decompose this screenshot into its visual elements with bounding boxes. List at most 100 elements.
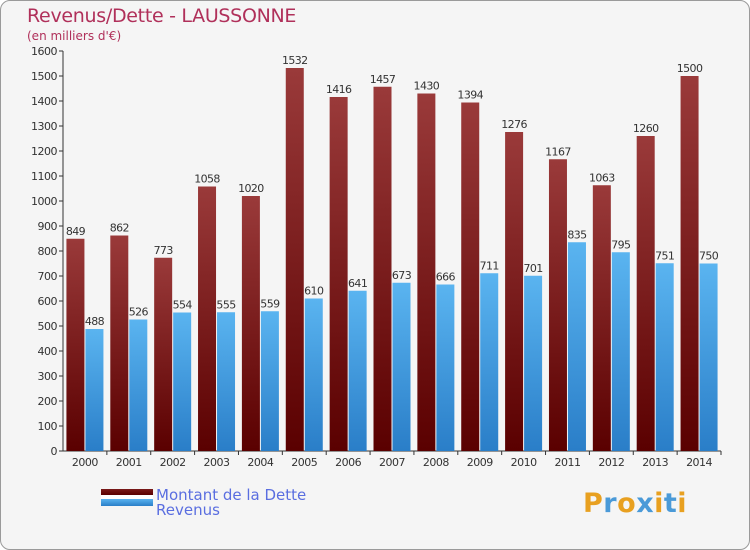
data-label-debt-2002: 773 bbox=[154, 244, 174, 257]
bar-debt-2013 bbox=[636, 136, 655, 451]
data-label-revenue-2008: 666 bbox=[436, 271, 456, 284]
bar-revenue-2007 bbox=[392, 282, 411, 451]
bar-debt-2002 bbox=[154, 257, 173, 451]
y-tick-label: 300 bbox=[38, 370, 58, 383]
bar-revenue-2006 bbox=[348, 290, 367, 451]
bar-debt-2008 bbox=[417, 93, 436, 451]
legend-label-revenue: Revenus bbox=[156, 501, 220, 519]
x-tick-label: 2006 bbox=[335, 456, 361, 469]
y-tick-label: 900 bbox=[38, 220, 58, 233]
y-tick-label: 200 bbox=[38, 395, 58, 408]
data-label-debt-2014: 1500 bbox=[677, 62, 703, 75]
logo-letter: x bbox=[636, 488, 655, 519]
y-tick-label: 600 bbox=[38, 295, 58, 308]
data-label-revenue-2002: 554 bbox=[173, 299, 193, 312]
proxiti-logo[interactable]: Proxiti bbox=[583, 488, 687, 519]
bar-debt-2007 bbox=[373, 86, 392, 451]
data-label-revenue-2000: 488 bbox=[85, 315, 105, 328]
x-tick-label: 2003 bbox=[204, 456, 230, 469]
bar-revenue-2010 bbox=[524, 275, 543, 451]
bar-revenue-2004 bbox=[260, 311, 279, 451]
y-tick-label: 1500 bbox=[31, 70, 57, 83]
data-label-debt-2001: 862 bbox=[110, 222, 129, 235]
data-label-debt-2005: 1532 bbox=[282, 54, 308, 67]
data-label-debt-2003: 1058 bbox=[194, 173, 220, 186]
data-label-debt-2004: 1020 bbox=[238, 182, 264, 195]
bar-revenue-2008 bbox=[436, 284, 455, 451]
data-label-revenue-2006: 641 bbox=[348, 277, 367, 290]
bar-debt-2003 bbox=[198, 186, 217, 451]
bar-revenue-2012 bbox=[611, 252, 630, 451]
bar-debt-2006 bbox=[329, 97, 348, 451]
x-tick-label: 2012 bbox=[598, 456, 624, 469]
bar-revenue-2001 bbox=[129, 319, 148, 451]
y-tick-label: 1100 bbox=[31, 170, 57, 183]
bar-debt-2000 bbox=[66, 238, 85, 451]
data-label-revenue-2012: 795 bbox=[611, 238, 631, 251]
data-label-debt-2007: 1457 bbox=[370, 73, 396, 86]
x-tick-label: 2009 bbox=[467, 456, 493, 469]
bar-debt-2010 bbox=[505, 132, 524, 451]
bar-debt-2014 bbox=[680, 76, 699, 451]
bar-revenue-2005 bbox=[304, 298, 323, 451]
legend-swatch-revenue bbox=[101, 499, 153, 506]
data-label-debt-2010: 1276 bbox=[501, 118, 527, 131]
data-label-debt-2009: 1394 bbox=[457, 89, 483, 102]
bar-revenue-2000 bbox=[85, 329, 104, 451]
data-label-revenue-2011: 835 bbox=[567, 228, 587, 241]
x-tick-label: 2002 bbox=[160, 456, 186, 469]
y-tick-label: 800 bbox=[38, 245, 58, 258]
data-label-revenue-2007: 673 bbox=[392, 269, 412, 282]
y-tick-label: 400 bbox=[38, 345, 58, 358]
bar-debt-2004 bbox=[241, 196, 260, 451]
bar-debt-2011 bbox=[548, 159, 567, 451]
x-tick-label: 2000 bbox=[72, 456, 98, 469]
y-tick-label: 1600 bbox=[31, 45, 57, 58]
y-tick-label: 0 bbox=[51, 445, 58, 458]
data-label-debt-2006: 1416 bbox=[326, 83, 352, 96]
bar-revenue-2009 bbox=[480, 273, 499, 451]
bar-revenue-2003 bbox=[217, 312, 236, 451]
data-label-debt-2011: 1167 bbox=[545, 145, 571, 158]
logo-letter: r bbox=[603, 488, 618, 519]
bar-debt-2009 bbox=[461, 102, 480, 451]
x-tick-label: 2008 bbox=[423, 456, 449, 469]
logo-letter: t bbox=[663, 488, 678, 519]
data-label-revenue-2010: 701 bbox=[523, 262, 542, 275]
data-label-revenue-2013: 751 bbox=[655, 249, 674, 262]
legend-swatch-gap bbox=[101, 495, 153, 499]
bar-revenue-2014 bbox=[699, 263, 718, 451]
data-label-debt-2008: 1430 bbox=[414, 80, 440, 93]
unit-label: (en milliers d'€) bbox=[27, 29, 122, 43]
y-tick-label: 1400 bbox=[31, 95, 57, 108]
bar-revenue-2011 bbox=[567, 242, 586, 451]
x-tick-label: 2005 bbox=[291, 456, 317, 469]
data-label-debt-2012: 1063 bbox=[589, 171, 615, 184]
logo-letter: o bbox=[617, 488, 637, 519]
data-label-revenue-2003: 555 bbox=[216, 298, 236, 311]
data-label-revenue-2014: 750 bbox=[699, 250, 719, 263]
data-label-revenue-2005: 610 bbox=[304, 285, 324, 298]
y-tick-label: 700 bbox=[38, 270, 58, 283]
x-tick-label: 2014 bbox=[686, 456, 712, 469]
bar-debt-2001 bbox=[110, 235, 129, 451]
y-tick-label: 100 bbox=[38, 420, 58, 433]
y-tick-label: 1000 bbox=[31, 195, 57, 208]
x-tick-label: 2004 bbox=[247, 456, 273, 469]
x-tick-label: 2007 bbox=[379, 456, 405, 469]
x-tick-label: 2013 bbox=[642, 456, 668, 469]
data-label-revenue-2004: 559 bbox=[260, 297, 280, 310]
bar-debt-2012 bbox=[592, 185, 611, 451]
x-tick-label: 2001 bbox=[116, 456, 142, 469]
data-label-debt-2013: 1260 bbox=[633, 122, 659, 135]
x-tick-label: 2010 bbox=[511, 456, 537, 469]
logo-letter: P bbox=[583, 488, 604, 519]
bar-debt-2005 bbox=[285, 68, 304, 451]
y-tick-label: 1300 bbox=[31, 120, 57, 133]
legend-label-debt: Montant de la Dette bbox=[156, 486, 307, 504]
logo-letter: i bbox=[677, 488, 688, 519]
data-label-revenue-2009: 711 bbox=[480, 259, 499, 272]
chart-title: Revenus/Dette - LAUSSONNE bbox=[27, 5, 297, 27]
